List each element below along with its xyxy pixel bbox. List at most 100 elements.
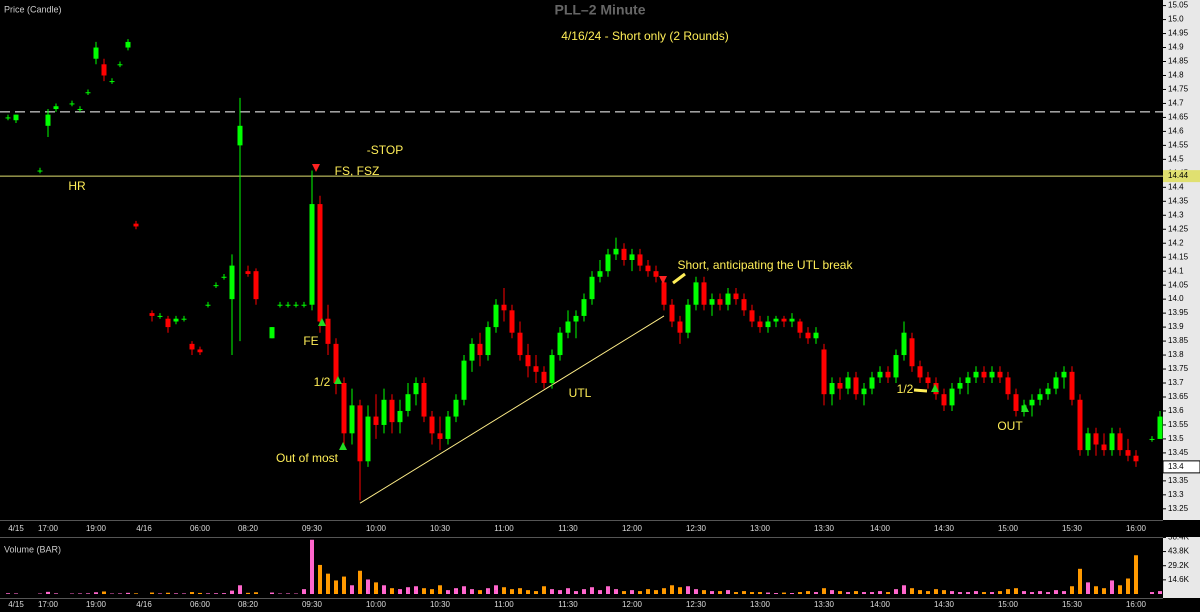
candle-body	[253, 271, 259, 300]
candle-body	[813, 332, 819, 339]
volume-bar	[334, 580, 338, 594]
volume-bar	[1094, 586, 1098, 594]
x-tick-label: 14:00	[870, 524, 891, 533]
y-tick-label: 14.0	[1168, 294, 1184, 303]
candle-body	[701, 282, 707, 305]
x-tick-label: 06:00	[190, 600, 211, 609]
candle-body	[341, 383, 347, 434]
candle-body	[1045, 388, 1051, 395]
candle-body	[757, 321, 763, 328]
volume-bar	[782, 592, 786, 594]
volume-bar	[454, 588, 458, 594]
volume-bar	[446, 590, 450, 594]
candle-body	[189, 343, 195, 350]
cover-marker	[318, 318, 326, 326]
candle-body	[925, 377, 931, 384]
volume-bar	[1086, 582, 1090, 594]
y-tick-label: 13.85	[1168, 336, 1189, 345]
candle-body	[765, 321, 771, 328]
x-tick-label: 12:30	[686, 600, 707, 609]
y-tick-label: 14.65	[1168, 113, 1189, 122]
volume-bar	[14, 593, 18, 594]
x-tick-label: 10:30	[430, 600, 451, 609]
candle-body	[405, 394, 411, 411]
candle-body	[917, 366, 923, 378]
candle-body	[269, 327, 275, 339]
volume-bar	[830, 590, 834, 594]
candle-body	[157, 315, 163, 317]
candle-body	[669, 304, 675, 322]
annotation: FE	[303, 334, 318, 348]
x-tick-label: 15:30	[1062, 600, 1083, 609]
candle-body	[973, 371, 979, 378]
volume-bar	[502, 587, 506, 594]
x-tick-label: 14:00	[870, 600, 891, 609]
volume-bar	[1158, 591, 1162, 594]
volume-tick-label: 29.2K	[1168, 561, 1190, 570]
candle-body	[741, 299, 747, 311]
volume-bar	[1038, 591, 1042, 594]
volume-bar	[606, 586, 610, 594]
panel-label: Price (Candle)	[4, 4, 62, 14]
volume-bar	[718, 591, 722, 594]
y-tick-label: 13.25	[1168, 504, 1189, 513]
candle-body	[181, 318, 187, 320]
volume-bar	[134, 593, 138, 594]
candle-body	[93, 47, 99, 59]
volume-bar	[46, 591, 50, 594]
candle-body	[893, 355, 899, 378]
volume-bar	[534, 591, 538, 594]
y-tick-label: 14.95	[1168, 29, 1189, 38]
candle-body	[381, 399, 387, 425]
x-tick-label: 15:30	[1062, 524, 1083, 533]
volume-bar	[526, 590, 530, 594]
candle-body	[461, 360, 467, 400]
x-tick-label: 13:00	[750, 600, 771, 609]
volume-bar	[150, 592, 154, 594]
volume-bar	[902, 585, 906, 594]
volume-bar	[854, 591, 858, 594]
volume-bar	[462, 586, 466, 594]
candle-body	[789, 318, 795, 322]
candle-body	[533, 366, 539, 372]
annotation: -STOP	[367, 143, 403, 157]
volume-bar	[318, 564, 322, 594]
volume-bar	[254, 592, 258, 594]
volume-bar	[990, 592, 994, 594]
volume-bar	[174, 593, 178, 594]
volume-bar	[1006, 589, 1010, 594]
volume-bar	[934, 589, 938, 594]
x-tick-label: 4/16	[136, 524, 152, 533]
volume-bar	[886, 592, 890, 594]
candle-body	[221, 276, 227, 278]
volume-bar	[302, 589, 306, 594]
candle-body	[797, 321, 803, 333]
volume-bar	[822, 588, 826, 594]
volume-bar	[166, 592, 170, 594]
y-tick-label: 14.5	[1168, 154, 1184, 163]
volume-bar	[6, 593, 10, 594]
x-tick-label: 12:00	[622, 600, 643, 609]
y-tick-label: 13.5	[1168, 434, 1184, 443]
pointer-arrow	[913, 388, 928, 393]
volume-bar	[118, 593, 122, 594]
volume-bar	[894, 589, 898, 594]
candle-body	[453, 399, 459, 417]
candle-body	[5, 117, 11, 119]
volume-bar	[190, 592, 194, 594]
x-tick-label: 14:30	[934, 524, 955, 533]
volume-bar	[430, 589, 434, 594]
candle-body	[1093, 433, 1099, 445]
volume-bar	[198, 592, 202, 594]
volume-bar	[422, 588, 426, 594]
candle-body	[997, 371, 1003, 378]
x-tick-label: 09:30	[302, 600, 323, 609]
volume-bar	[750, 592, 754, 594]
y-tick-label: 15.05	[1168, 1, 1189, 10]
candle-body	[853, 377, 859, 395]
volume-bar	[646, 589, 650, 594]
y-tick-label: 14.3	[1168, 210, 1184, 219]
candle-body	[1109, 433, 1115, 451]
volume-bar	[238, 585, 242, 594]
